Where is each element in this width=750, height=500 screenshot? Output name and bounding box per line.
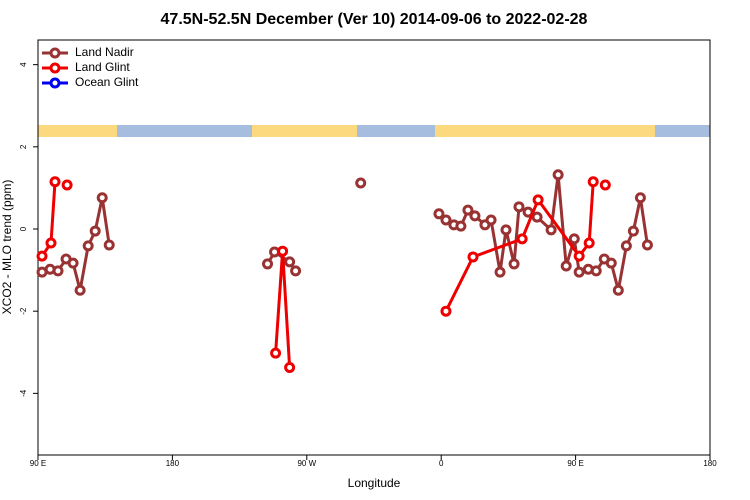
- point: [270, 347, 282, 359]
- point: [52, 265, 64, 277]
- point: [462, 204, 474, 216]
- legend-marker: [49, 47, 61, 59]
- point: [494, 266, 506, 278]
- point: [516, 233, 528, 245]
- legend-marker: [49, 62, 61, 74]
- point: [485, 214, 497, 226]
- point: [49, 176, 61, 188]
- point: [61, 179, 73, 191]
- point: [634, 192, 646, 204]
- point: [552, 169, 564, 181]
- land-ocean-strip: [38, 125, 710, 137]
- point: [532, 194, 544, 206]
- x-tick-label: 180: [703, 459, 717, 468]
- point: [500, 224, 512, 236]
- point: [45, 237, 57, 249]
- y-tick-label: 4: [19, 62, 28, 67]
- point: [513, 201, 525, 213]
- point: [573, 266, 585, 278]
- point: [467, 251, 479, 263]
- point: [627, 225, 639, 237]
- point: [284, 256, 296, 268]
- point: [284, 361, 296, 373]
- plot-frame: [37, 39, 711, 456]
- x-tick-label: 90 E: [30, 459, 46, 468]
- point: [620, 240, 632, 252]
- x-tick-label: 0: [439, 459, 444, 468]
- legend-marker: [49, 77, 61, 89]
- series-line: [41, 174, 649, 291]
- point: [583, 237, 595, 249]
- y-tick-label: -2: [19, 307, 28, 315]
- point: [82, 240, 94, 252]
- x-axis-label: Longitude: [348, 476, 401, 490]
- point: [545, 224, 557, 236]
- point: [587, 176, 599, 188]
- chart-title: 47.5N-52.5N December (Ver 10) 2014-09-06…: [161, 11, 588, 28]
- point: [590, 265, 602, 277]
- point: [560, 260, 572, 272]
- point: [67, 257, 79, 269]
- legend-label: Land Glint: [75, 60, 130, 74]
- point: [440, 214, 452, 226]
- point: [290, 265, 302, 277]
- point: [440, 305, 452, 317]
- point: [74, 284, 86, 296]
- point: [103, 239, 115, 251]
- point: [433, 208, 445, 220]
- point: [355, 177, 367, 189]
- point: [96, 192, 108, 204]
- point: [522, 206, 534, 218]
- point: [612, 284, 624, 296]
- y-tick-label: 0: [19, 226, 28, 231]
- point: [262, 258, 274, 270]
- point: [89, 225, 101, 237]
- y-tick-label: 2: [19, 144, 28, 149]
- legend-label: Land Nadir: [75, 45, 134, 59]
- y-tick-label: -4: [19, 389, 28, 397]
- x-tick-label: 180: [166, 459, 180, 468]
- y-axis-label: XCO2 - MLO trend (ppm): [0, 180, 14, 315]
- point: [455, 220, 467, 232]
- legend-label: Ocean Glint: [75, 75, 139, 89]
- point: [277, 245, 289, 257]
- point: [568, 233, 580, 245]
- point: [508, 258, 520, 270]
- point: [573, 250, 585, 262]
- point: [36, 250, 48, 262]
- point: [641, 239, 653, 251]
- point: [469, 210, 481, 222]
- point: [605, 257, 617, 269]
- point: [599, 179, 611, 191]
- point: [531, 211, 543, 223]
- x-tick-label: 90 W: [297, 459, 316, 468]
- x-tick-label: 90 E: [567, 459, 583, 468]
